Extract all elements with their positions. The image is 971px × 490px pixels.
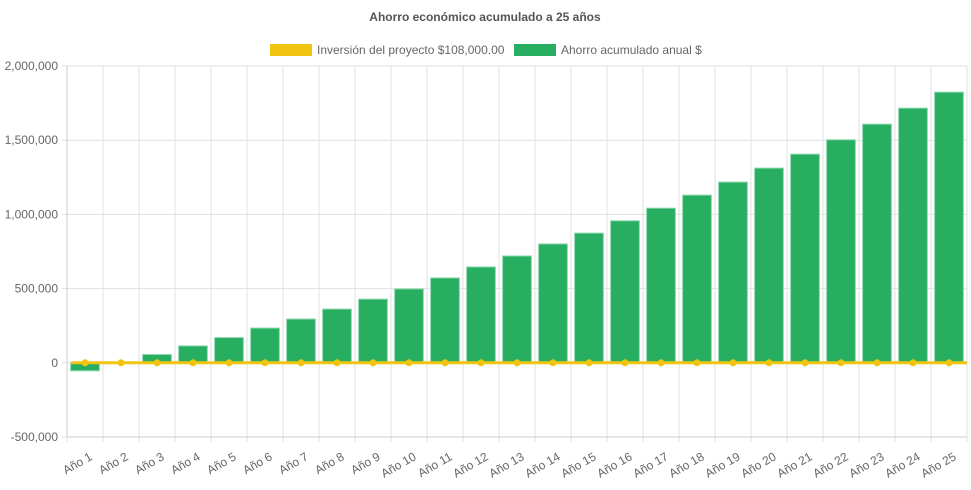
bar-11: [430, 277, 460, 364]
x-tick-label: Año 1: [60, 449, 94, 477]
x-tick-label: Año 12: [451, 449, 491, 480]
line-series: [71, 359, 967, 367]
x-tick-label: Año 22: [811, 449, 851, 480]
x-tick-label: Año 25: [919, 449, 959, 480]
line-point-10: [405, 359, 413, 367]
bar-25: [934, 91, 964, 364]
bars: [70, 91, 964, 372]
x-tick-label: Año 10: [379, 449, 419, 480]
bar-20: [754, 167, 784, 364]
bar-12: [466, 266, 496, 364]
x-tick-label: Año 14: [523, 449, 563, 480]
line-point-8: [333, 359, 341, 367]
legend-label-investment: Inversión del proyecto $108,000.00: [317, 43, 505, 57]
x-tick-label: Año 3: [132, 449, 166, 477]
line-point-11: [441, 359, 449, 367]
line-point-21: [801, 359, 809, 367]
x-tick-label: Año 4: [168, 449, 202, 477]
line-point-6: [261, 359, 269, 367]
x-tick-label: Año 23: [847, 449, 887, 480]
bar-21: [790, 153, 820, 364]
bar-18: [682, 194, 712, 364]
bar-7: [286, 318, 316, 364]
line-point-19: [729, 359, 737, 367]
bar-9: [358, 298, 388, 364]
line-point-14: [549, 359, 557, 367]
x-tick-label: Año 5: [204, 449, 238, 477]
x-tick-label: Año 11: [415, 449, 454, 480]
line-point-4: [189, 359, 197, 367]
x-tick-label: Año 18: [667, 449, 707, 480]
chart-title: Ahorro económico acumulado a 25 años: [369, 10, 601, 24]
x-tick-label: Año 20: [739, 449, 779, 480]
line-point-7: [297, 359, 305, 367]
bar-8: [322, 308, 352, 364]
line-point-17: [657, 359, 665, 367]
y-tick-label: 0: [51, 356, 58, 370]
bar-14: [538, 243, 568, 364]
bar-16: [610, 220, 640, 364]
x-tick-label: Año 15: [559, 449, 599, 480]
line-point-23: [873, 359, 881, 367]
bar-22: [826, 139, 856, 364]
x-tick-label: Año 6: [240, 449, 274, 477]
line-point-2: [117, 359, 125, 367]
y-tick-label: -500,000: [11, 430, 59, 444]
bar-5: [214, 337, 244, 364]
y-tick-label: 1,000,000: [5, 207, 59, 221]
line-point-12: [477, 359, 485, 367]
line-point-1: [81, 359, 89, 367]
x-tick-label: Año 8: [312, 449, 346, 477]
y-tick-label: 500,000: [15, 282, 59, 296]
x-tick-label: Año 2: [96, 449, 130, 477]
line-point-3: [153, 359, 161, 367]
legend-swatch-savings: [514, 44, 556, 56]
x-tick-label: Año 16: [595, 449, 635, 480]
legend: Inversión del proyecto $108,000.00 Ahorro…: [270, 43, 702, 57]
bar-23: [862, 123, 892, 364]
x-tick-label: Año 17: [631, 449, 671, 480]
y-tick-label: 1,500,000: [5, 133, 59, 147]
bar-24: [898, 107, 928, 364]
line-point-25: [945, 359, 953, 367]
line-point-20: [765, 359, 773, 367]
line-point-16: [621, 359, 629, 367]
line-point-13: [513, 359, 521, 367]
grid: [62, 65, 968, 442]
x-tick-label: Año 13: [487, 449, 527, 480]
bar-15: [574, 232, 604, 364]
y-axis: 2,000,000 1,500,000 1,000,000 500,000 0 -500,…: [5, 59, 59, 444]
line-point-15: [585, 359, 593, 367]
bar-13: [502, 255, 532, 364]
x-tick-label: Año 19: [703, 449, 743, 480]
x-tick-label: Año 9: [348, 449, 382, 477]
legend-swatch-investment: [270, 44, 312, 56]
bar-10: [394, 288, 424, 364]
line-point-24: [909, 359, 917, 367]
line-point-22: [837, 359, 845, 367]
x-axis: Año 1 Año 2 Año 3 Año 4 Año 5 Año 6 Año 7 Año 8…: [60, 449, 958, 480]
line-point-5: [225, 359, 233, 367]
y-tick-label: 2,000,000: [5, 59, 59, 73]
bar-19: [718, 181, 748, 364]
line-point-9: [369, 359, 377, 367]
x-tick-label: Año 24: [883, 449, 923, 480]
bar-6: [250, 327, 280, 364]
x-tick-label: Año 21: [775, 449, 815, 480]
x-tick-label: Año 7: [276, 449, 310, 477]
line-point-18: [693, 359, 701, 367]
bar-17: [646, 207, 676, 364]
legend-label-savings: Ahorro acumulado anual $: [561, 43, 702, 57]
